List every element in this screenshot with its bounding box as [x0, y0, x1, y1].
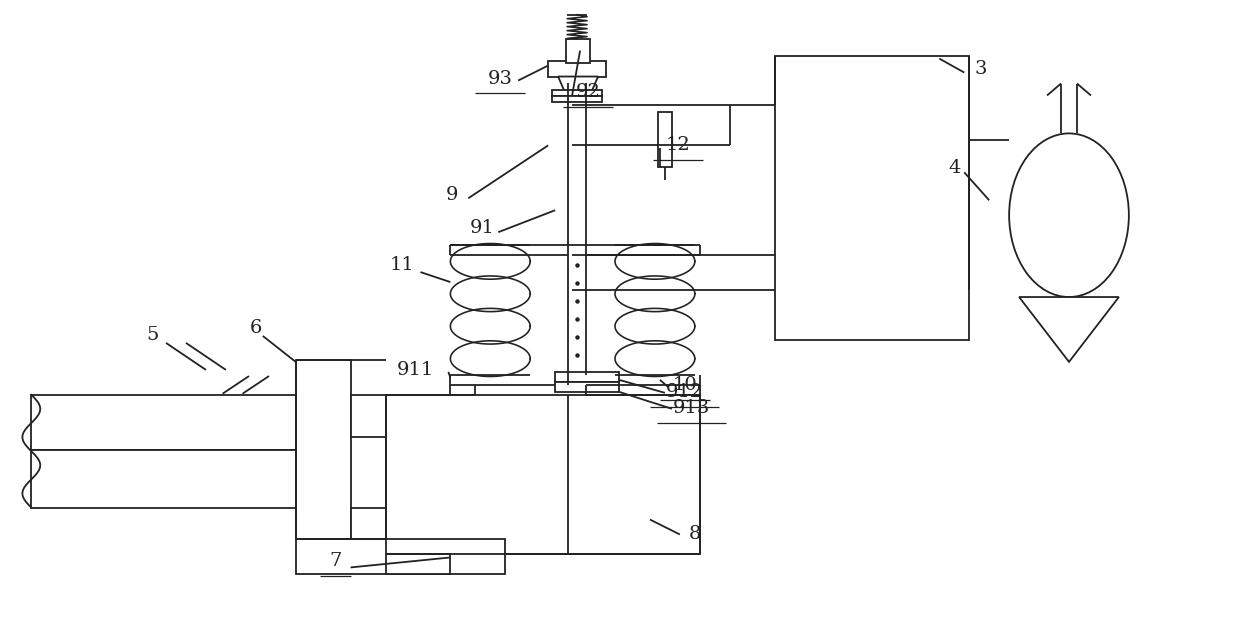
Text: 92: 92 — [575, 83, 600, 101]
Text: 9: 9 — [446, 186, 459, 204]
Text: 7: 7 — [330, 552, 342, 570]
Bar — [658, 113, 672, 167]
Ellipse shape — [1009, 133, 1128, 297]
Bar — [386, 395, 699, 554]
Text: 8: 8 — [688, 526, 701, 544]
Polygon shape — [1019, 297, 1118, 362]
Bar — [31, 450, 295, 508]
Bar — [552, 96, 603, 103]
Text: 91: 91 — [470, 219, 495, 237]
Bar — [386, 554, 450, 574]
Text: 11: 11 — [391, 256, 415, 274]
Text: 5: 5 — [146, 326, 159, 344]
Bar — [31, 395, 295, 450]
Text: 12: 12 — [666, 136, 691, 154]
Bar — [295, 539, 505, 574]
Polygon shape — [558, 77, 598, 90]
Text: 10: 10 — [672, 376, 697, 394]
Bar — [552, 90, 603, 96]
Bar — [556, 382, 619, 392]
Text: 6: 6 — [249, 319, 262, 337]
Text: 912: 912 — [666, 383, 703, 401]
Bar — [351, 395, 386, 437]
Text: 911: 911 — [397, 361, 434, 379]
Bar — [351, 508, 386, 554]
Text: 4: 4 — [949, 159, 961, 177]
Bar — [775, 55, 970, 340]
Bar — [548, 60, 606, 77]
Bar — [295, 360, 351, 539]
Text: 3: 3 — [975, 60, 987, 78]
Text: 93: 93 — [487, 70, 513, 88]
Bar — [567, 39, 590, 63]
Bar — [556, 372, 619, 382]
Text: 913: 913 — [673, 399, 711, 417]
